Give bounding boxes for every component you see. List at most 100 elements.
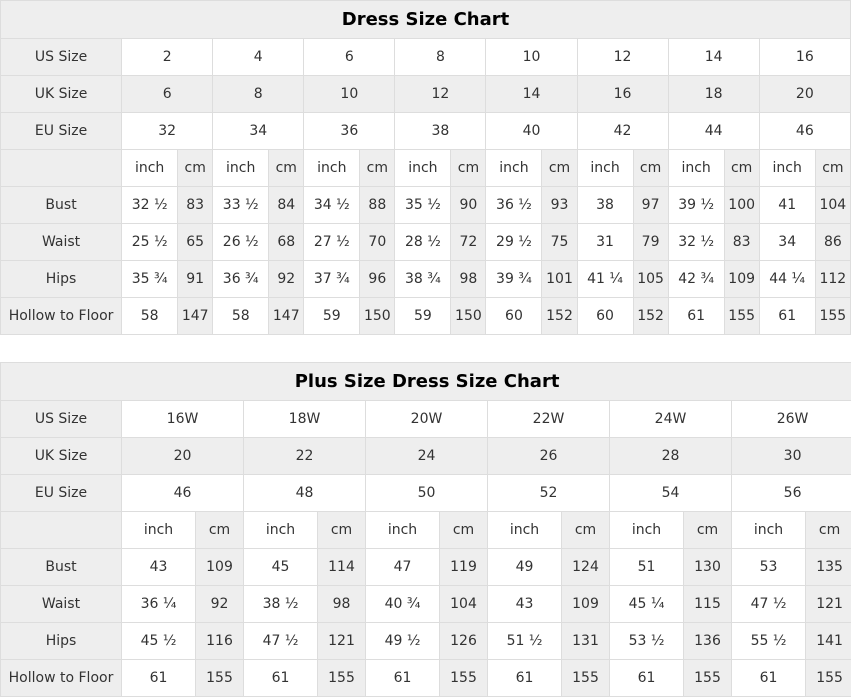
measure-cell: 61 [366,660,440,697]
table-title: Dress Size Chart [1,1,851,39]
measure-cell: 83 [178,187,213,224]
size-cell: 42 [577,113,668,150]
size-cell: 56 [732,475,851,512]
measure-cell: 92 [269,261,304,298]
size-cell: 12 [577,39,668,76]
measure-cell: 32 ½ [668,224,724,261]
measure-cell: 155 [684,660,732,697]
table-title-row: Dress Size Chart [1,1,851,39]
measure-cell: 58 [213,298,269,335]
measure-cell: 28 ½ [395,224,451,261]
size-cell: 44 [668,113,759,150]
measure-cell: 26 ½ [213,224,269,261]
row-label: EU Size [1,113,122,150]
measure-cell: 47 ½ [244,623,318,660]
size-cell: 10 [304,76,395,113]
measure-cell: 155 [815,298,850,335]
measure-cell: 116 [196,623,244,660]
measure-cell: 121 [806,586,851,623]
unit-cell: cm [451,150,486,187]
unit-cell: inch [244,512,318,549]
size-cell: 24 [366,438,488,475]
unit-cell: inch [486,150,542,187]
units-row-label [1,150,122,187]
measure-cell: 155 [562,660,610,697]
measure-cell: 53 ½ [610,623,684,660]
measure-cell: 65 [178,224,213,261]
row-label: Hips [1,623,122,660]
size-cell: 14 [668,39,759,76]
measure-cell: 109 [196,549,244,586]
size-cell: 22W [488,401,610,438]
measure-cell: 36 ½ [486,187,542,224]
size-cell: 18W [244,401,366,438]
measure-cell: 45 [244,549,318,586]
unit-cell: inch [577,150,633,187]
size-cell: 46 [122,475,244,512]
size-cell: 48 [244,475,366,512]
measure-cell: 43 [122,549,196,586]
measure-cell: 61 [668,298,724,335]
unit-cell: cm [196,512,244,549]
size-cell: 16 [759,39,850,76]
measure-cell: 29 ½ [486,224,542,261]
measure-cell: 60 [577,298,633,335]
measure-cell: 43 [488,586,562,623]
measure-cell: 72 [451,224,486,261]
measure-cell: 61 [122,660,196,697]
size-cell: 40 [486,113,577,150]
measure-cell: 155 [196,660,244,697]
measure-cell: 150 [451,298,486,335]
unit-cell: cm [724,150,759,187]
size-cell: 52 [488,475,610,512]
measure-cell: 90 [451,187,486,224]
row-label: UK Size [1,438,122,475]
row-label: Bust [1,187,122,224]
measure-cell: 37 ¾ [304,261,360,298]
measure-cell: 147 [178,298,213,335]
units-row-label [1,512,122,549]
size-cell: 26W [732,401,851,438]
measure-cell: 79 [633,224,668,261]
size-cell: 34 [213,113,304,150]
measure-cell: 35 ½ [395,187,451,224]
measure-cell: 45 ½ [122,623,196,660]
size-cell: 14 [486,76,577,113]
measure-cell: 150 [360,298,395,335]
measure-cell: 59 [304,298,360,335]
measure-cell: 152 [542,298,577,335]
unit-cell: cm [684,512,732,549]
table-title: Plus Size Dress Size Chart [1,363,851,401]
measure-cell: 124 [562,549,610,586]
measure-cell: 135 [806,549,851,586]
measure-cell: 47 ½ [732,586,806,623]
size-cell: 54 [610,475,732,512]
measure-cell: 92 [196,586,244,623]
measure-cell: 70 [360,224,395,261]
unit-cell: cm [440,512,488,549]
measure-cell: 25 ½ [122,224,178,261]
measure-cell: 104 [440,586,488,623]
measure-cell: 147 [269,298,304,335]
size-cell: 6 [304,39,395,76]
measure-cell: 33 ½ [213,187,269,224]
measure-cell: 100 [724,187,759,224]
row-label: EU Size [1,475,122,512]
unit-cell: cm [562,512,610,549]
size-cell: 16 [577,76,668,113]
row-label: Bust [1,549,122,586]
unit-cell: inch [668,150,724,187]
unit-cell: inch [122,512,196,549]
size-cell: 38 [395,113,486,150]
measure-cell: 115 [684,586,732,623]
